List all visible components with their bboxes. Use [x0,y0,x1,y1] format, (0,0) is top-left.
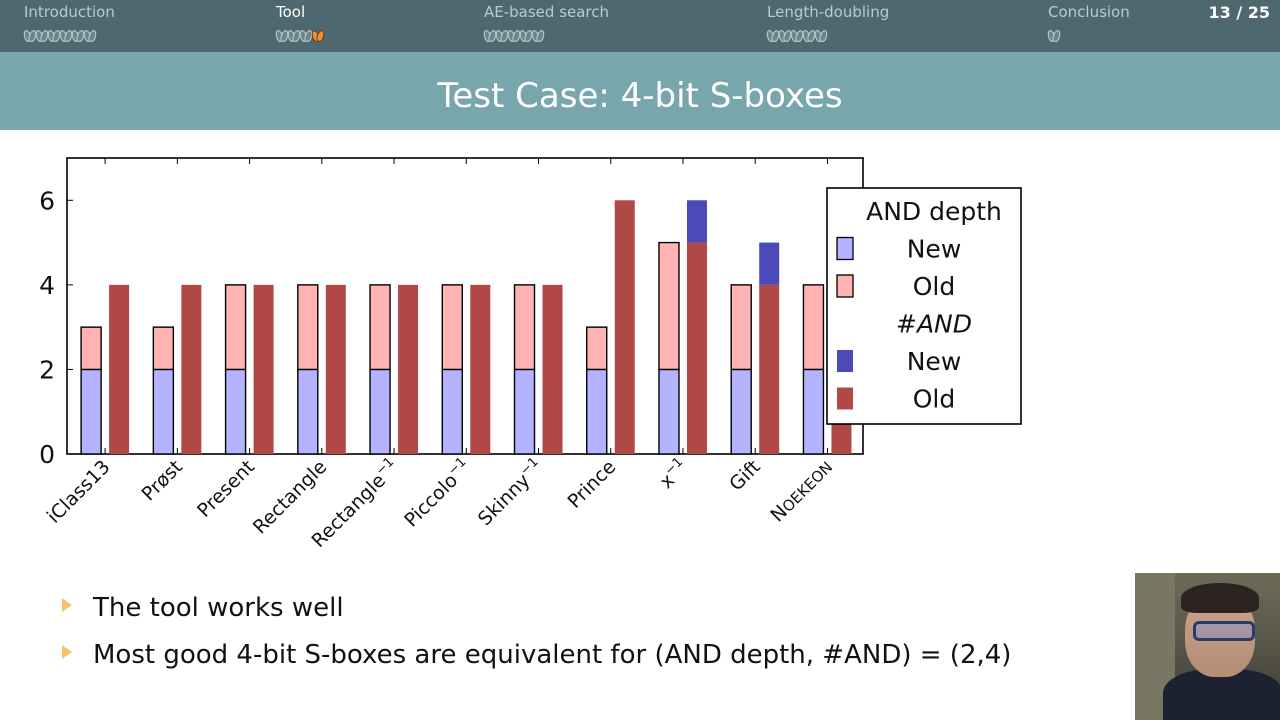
bar-and-count-old [759,284,780,454]
y-tick-label: 4 [39,271,55,300]
section-navigation: Introduction Tool AE-based search Length-do… [0,0,1280,52]
slide-dot-icon[interactable] [60,28,70,42]
bar-and-depth-old [297,284,319,371]
bar-and-depth-old [369,284,391,371]
nav-section-ae-based-search[interactable]: AE-based search [484,3,610,21]
legend-swatch [836,236,854,261]
bullet-item-1: The tool works well [62,593,344,623]
bar-and-depth-new [586,368,608,455]
bar-and-depth-new [802,368,825,455]
x-tick-label: Skinny−1 [472,455,548,531]
bar-and-depth-old [802,284,825,371]
bar-and-depth-old [152,326,175,371]
bar-and-depth-new [441,368,463,455]
bullet-text-2: Most good 4-bit S-boxes are equivalent f… [93,640,1012,670]
page-number: 13 / 25 [1208,3,1270,22]
bar-and-depth-old [441,284,463,371]
nav-section-introduction[interactable]: Introduction [24,3,115,21]
bar-and-count-old [325,284,346,454]
legend-swatch [836,274,854,298]
bullet-text-1: The tool works well [93,593,344,623]
bullet-marker-icon [62,645,72,659]
bar-and-depth-old [586,326,608,371]
y-tick-label: 2 [39,355,55,384]
bar-and-depth-new [513,368,536,455]
legend-group-title: #AND [896,310,972,339]
bar-and-depth-new [152,368,175,455]
bar-and-count-old [686,242,707,454]
bar-and-count-old [470,284,491,454]
bar-and-depth-old [80,326,102,371]
slide-dot-icon[interactable] [300,28,310,42]
bar-and-depth-old [513,284,536,371]
x-tick-label: Piccolo−1 [399,455,476,532]
slide-dot-icon[interactable] [1048,28,1058,42]
nav-section-length-doubling[interactable]: Length-doubling [767,3,890,21]
bullet-marker-icon [62,598,72,612]
bar-and-depth-old [730,284,752,371]
nav-section-conclusion[interactable]: Conclusion [1048,3,1130,21]
y-tick-label: 6 [39,186,55,215]
bar-and-count-old [181,284,202,454]
legend-label: New [907,347,962,376]
slide-title: Test Case: 4-bit S-boxes [437,76,843,116]
slide-dot-icon[interactable] [288,28,298,42]
bar-and-count-old [614,200,635,454]
legend-group-title: AND depth [866,197,1002,226]
legend-label: Old [913,385,956,414]
bar-and-count-new [686,200,707,243]
bar-and-depth-new [658,368,680,455]
slide-dot-icon[interactable] [767,28,777,42]
x-tick-label: x−1 [654,455,692,493]
slide-dot-icon[interactable] [815,28,825,42]
bar-and-depth-new [297,368,319,455]
slide-dot-icon[interactable] [312,28,322,42]
bar-and-depth-old [224,284,247,371]
legend-swatch [837,350,853,372]
slide-dot-icon[interactable] [532,28,542,42]
x-tick-label: Gift [725,456,764,495]
slide-dot-icon[interactable] [484,28,494,42]
slide-dot-icon[interactable] [791,28,801,42]
nav-section-tool[interactable]: Tool [276,3,306,21]
bar-and-depth-old [658,241,680,371]
legend-box [826,187,1022,425]
slide-dot-icon[interactable] [496,28,506,42]
bar-and-depth-new [730,368,752,455]
presenter-webcam-video [1135,573,1280,720]
bar-and-count-old [398,284,419,454]
slide-dot-icon[interactable] [48,28,58,42]
legend-label: New [907,235,962,264]
slide-dot-icon[interactable] [36,28,46,42]
bar-and-count-old [109,284,130,454]
bullet-item-2: Most good 4-bit S-boxes are equivalent f… [62,640,1011,670]
slide-dot-icon[interactable] [520,28,530,42]
bar-and-depth-new [80,368,102,455]
x-tick-label: Prince [563,456,620,513]
slide-dot-icon[interactable] [508,28,518,42]
y-tick-label: 0 [39,440,55,469]
slide-dot-icon[interactable] [24,28,34,42]
legend-label: Old [913,272,956,301]
bar-and-count-new [759,242,780,285]
slide-dot-icon[interactable] [276,28,286,42]
bar-and-count-old [253,284,274,454]
legend-swatch [837,387,853,410]
x-tick-label: Prøst [137,456,186,505]
bar-and-depth-new [369,368,391,455]
title-bar: Test Case: 4-bit S-boxes [0,52,1280,130]
bar-and-depth-new [224,368,247,455]
slide-dot-icon[interactable] [84,28,94,42]
slide-dot-icon[interactable] [779,28,789,42]
bar-and-count-old [542,284,563,454]
x-tick-label: Present [193,456,259,522]
slide-dot-icon[interactable] [72,28,82,42]
x-tick-label: NOEKEON [766,456,837,527]
slide-dot-icon[interactable] [803,28,813,42]
